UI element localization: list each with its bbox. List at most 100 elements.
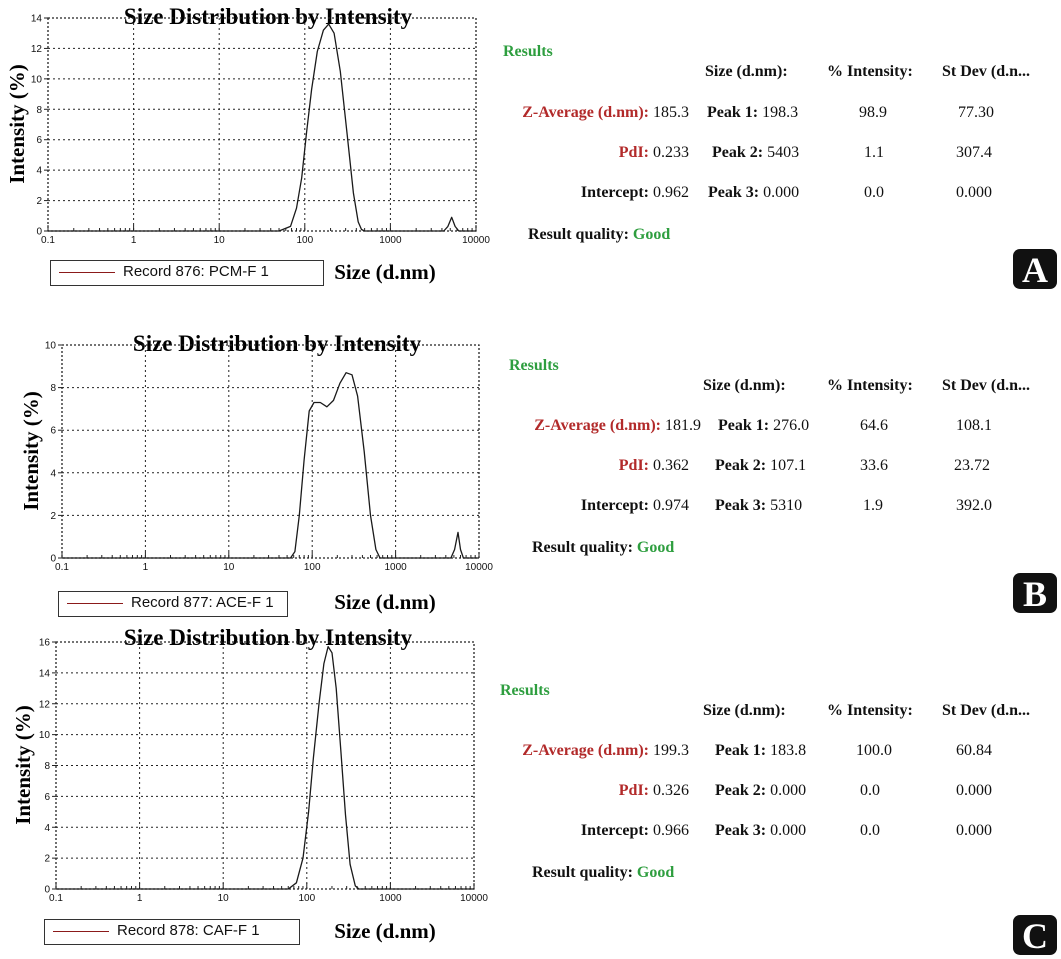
peak-1-intensity: 64.6 <box>860 417 888 434</box>
panel-c: Size Distribution by Intensity Intensity… <box>0 621 1061 956</box>
y-tick-label: 12 <box>39 699 51 710</box>
intercept-label: Intercept: <box>580 497 649 514</box>
peak-label: Peak 1: <box>707 104 759 121</box>
z-average-label: Z-Average (d.nm): <box>534 417 661 434</box>
peak-3-intensity: 0.0 <box>860 822 880 839</box>
y-tick-label: 0 <box>50 554 56 565</box>
size-distribution-chart-b: Size Distribution by Intensity Intensity… <box>19 331 493 614</box>
pdi-value: 0.233 <box>653 144 689 161</box>
x-tick-label: 1000 <box>379 893 402 904</box>
x-tick-label: 100 <box>298 893 315 904</box>
y-tick-label: 2 <box>36 196 42 207</box>
y-axis-label: Intensity (%) <box>19 391 43 511</box>
y-tick-label: 6 <box>36 135 42 146</box>
intensity-distribution-line <box>62 372 479 559</box>
intercept-value: 0.962 <box>653 184 689 201</box>
legend: Record 878: CAF-F 1 <box>44 919 300 945</box>
peak-3-stdev: 0.000 <box>956 822 992 839</box>
peak-2-stdev: 0.000 <box>956 782 992 799</box>
intercept-row: Intercept: 0.962 <box>581 184 689 202</box>
results-heading: Results <box>503 43 553 60</box>
y-tick-label: 0 <box>44 885 50 896</box>
y-tick-label: 12 <box>31 44 43 55</box>
x-axis-label: Size (d.nm) <box>334 590 436 614</box>
chart-title: Size Distribution by Intensity <box>124 625 413 650</box>
results-table-c: Results Size (d.nm): % Intensity: St Dev… <box>497 682 1057 932</box>
peak-2-size: Peak 2: 0.000 <box>715 782 806 800</box>
peak-1-stdev: 108.1 <box>956 417 992 434</box>
peak-size-value: 0.000 <box>770 822 807 839</box>
peak-size-value: 107.1 <box>770 457 807 474</box>
pdi-row: PdI: 0.233 <box>619 144 689 162</box>
legend: Record 876: PCM-F 1 <box>50 260 324 286</box>
peak-2-intensity: 1.1 <box>864 144 884 161</box>
results-heading: Results <box>500 682 550 699</box>
peak-label: Peak 3: <box>715 497 767 514</box>
col-header-stdev: St Dev (d.n... <box>942 377 1031 394</box>
peak-label: Peak 2: <box>712 144 764 161</box>
peak-2-stdev: 307.4 <box>956 144 992 161</box>
x-tick-label: 10 <box>218 893 230 904</box>
plot-area-frame <box>61 344 480 559</box>
peak-2-intensity: 0.0 <box>860 782 880 799</box>
peak-size-value: 198.3 <box>762 104 799 121</box>
peak-3-intensity: 0.0 <box>864 184 884 201</box>
legend-label: Record 876: PCM-F 1 <box>123 263 269 280</box>
panel-a: Size Distribution by Intensity Intensity… <box>0 0 1061 320</box>
x-tick-label: 10 <box>214 235 226 246</box>
peak-1-size: Peak 1: 198.3 <box>707 104 798 122</box>
col-header-stdev: St Dev (d.n... <box>942 63 1031 80</box>
legend-line-swatch <box>53 931 109 932</box>
pdi-value: 0.326 <box>653 782 689 799</box>
col-header-intensity: % Intensity: <box>827 63 913 80</box>
x-tick-label: 1 <box>131 235 137 246</box>
chart-title: Size Distribution by Intensity <box>133 331 422 356</box>
y-tick-label: 8 <box>36 105 42 116</box>
y-tick-label: 10 <box>31 74 43 85</box>
peak-1-stdev: 77.30 <box>958 104 994 121</box>
y-tick-label: 4 <box>44 823 50 834</box>
peak-3-stdev: 392.0 <box>956 497 992 514</box>
legend-label: Record 877: ACE-F 1 <box>131 594 274 611</box>
result-quality-value: Good <box>632 226 671 243</box>
chart-title: Size Distribution by Intensity <box>124 4 413 29</box>
legend-line-swatch <box>59 272 115 273</box>
z-average-label: Z-Average (d.nm): <box>522 742 649 759</box>
y-tick-label: 4 <box>36 166 42 177</box>
x-axis-label: Size (d.nm) <box>334 919 436 943</box>
intensity-distribution-line <box>56 645 474 890</box>
peak-size-value: 0.000 <box>770 782 807 799</box>
size-distribution-chart-c: Size Distribution by Intensity Intensity… <box>11 625 488 943</box>
panel-b: Size Distribution by Intensity Intensity… <box>0 327 1061 647</box>
results-table-a: Results Size (d.nm): % Intensity: St Dev… <box>497 43 1057 293</box>
plot-area-frame <box>47 17 477 232</box>
z-average-row: Z-Average (d.nm): 185.3 <box>522 104 689 122</box>
z-average-row: Z-Average (d.nm): 181.9 <box>534 417 701 435</box>
x-tick-label: 100 <box>296 235 313 246</box>
peak-1-intensity: 98.9 <box>859 104 887 121</box>
col-header-size: Size (d.nm): <box>703 377 786 394</box>
y-tick-label: 16 <box>39 638 51 649</box>
peak-size-value: 5403 <box>767 144 800 161</box>
peak-2-size: Peak 2: 107.1 <box>715 457 806 475</box>
x-tick-label: 1 <box>137 893 143 904</box>
pdi-label: PdI: <box>618 457 649 474</box>
peak-3-size: Peak 3: 0.000 <box>715 822 806 840</box>
pdi-label: PdI: <box>618 144 649 161</box>
result-quality-value: Good <box>636 864 675 881</box>
x-tick-label: 1 <box>143 562 149 573</box>
intercept-row: Intercept: 0.974 <box>581 497 689 515</box>
x-tick-label: 10000 <box>460 893 488 904</box>
peak-label: Peak 1: <box>718 417 770 434</box>
intercept-label: Intercept: <box>580 822 649 839</box>
x-tick-label: 0.1 <box>55 562 69 573</box>
y-tick-label: 6 <box>50 426 56 437</box>
peak-1-size: Peak 1: 276.0 <box>718 417 809 435</box>
peak-label: Peak 2: <box>715 782 767 799</box>
z-average-value: 185.3 <box>653 104 689 121</box>
col-header-size: Size (d.nm): <box>705 63 788 80</box>
peak-3-stdev: 0.000 <box>956 184 992 201</box>
result-quality-value: Good <box>636 539 675 556</box>
x-tick-label: 0.1 <box>49 893 63 904</box>
peak-3-size: Peak 3: 0.000 <box>708 184 799 202</box>
